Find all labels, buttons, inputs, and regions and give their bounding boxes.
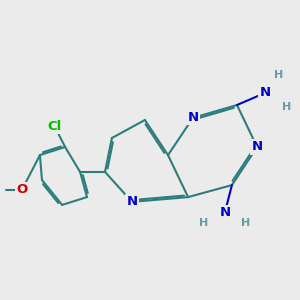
Text: H: H: [274, 70, 284, 80]
Text: H: H: [242, 218, 250, 229]
Text: N: N: [219, 206, 231, 219]
Text: N: N: [126, 195, 138, 208]
Text: H: H: [283, 102, 292, 112]
Text: Cl: Cl: [48, 120, 62, 134]
Text: N: N: [251, 140, 263, 154]
Text: H: H: [200, 218, 208, 229]
Text: O: O: [16, 183, 28, 196]
Text: N: N: [187, 111, 199, 124]
Text: N: N: [259, 86, 271, 100]
